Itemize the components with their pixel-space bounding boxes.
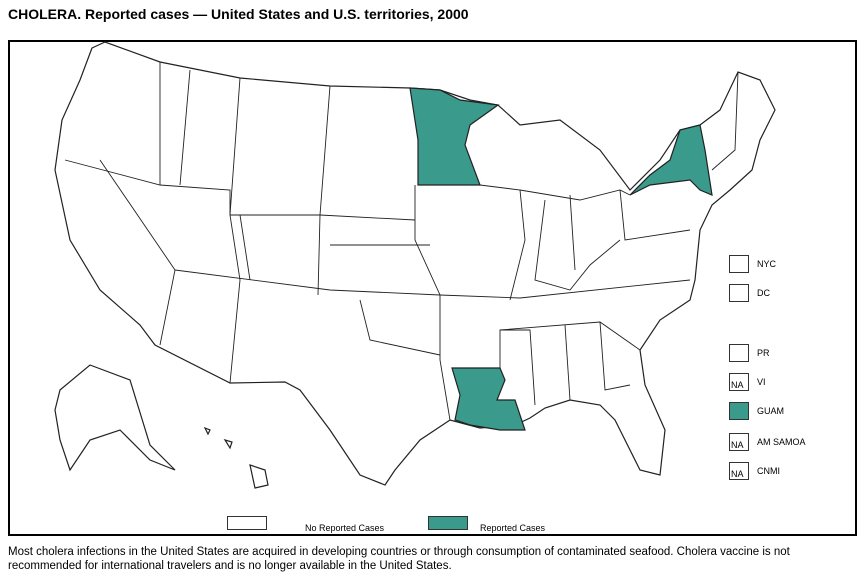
territory-dc: DC	[729, 284, 770, 302]
state-louisiana	[451, 367, 526, 431]
am-samoa-swatch: NA	[729, 433, 749, 451]
footnote: Most cholera infections in the United St…	[8, 546, 790, 572]
cnmi-label: CNMI	[757, 466, 780, 476]
territory-cnmi: NA CNMI	[729, 462, 780, 480]
guam-label: GUAM	[757, 406, 784, 416]
am-samoa-label: AM SAMOA	[757, 437, 806, 447]
vi-label: VI	[757, 377, 766, 387]
state-minnesota	[409, 87, 500, 186]
territory-guam: GUAM	[729, 402, 784, 420]
map-title: CHOLERA. Reported cases — United States …	[8, 6, 469, 22]
no-reported-label: No Reported Cases	[305, 523, 385, 533]
cnmi-swatch: NA	[729, 462, 749, 480]
dc-swatch	[729, 284, 749, 302]
vi-swatch: NA	[729, 373, 749, 391]
reported-label: Reported Cases	[480, 523, 546, 533]
territory-nyc: NYC	[729, 255, 776, 273]
legend-reported: Reported Cases	[428, 513, 545, 533]
legend-no-reported: No Reported Cases	[227, 513, 384, 533]
territory-vi: NA VI	[729, 373, 766, 391]
guam-swatch	[729, 402, 749, 420]
alaska	[54, 364, 176, 472]
territory-pr: PR	[729, 344, 770, 362]
dc-label: DC	[757, 288, 770, 298]
nyc-swatch	[729, 255, 749, 273]
state-borders	[64, 62, 739, 421]
map-frame	[8, 40, 857, 536]
hawaii	[203, 426, 269, 489]
state-new-york	[629, 124, 713, 196]
nyc-label: NYC	[757, 259, 777, 269]
territory-am-samoa: NA AM SAMOA	[729, 433, 806, 451]
reported-swatch	[428, 516, 468, 530]
pr-swatch	[729, 344, 749, 362]
no-reported-swatch	[227, 516, 267, 530]
pr-label: PR	[757, 348, 770, 358]
